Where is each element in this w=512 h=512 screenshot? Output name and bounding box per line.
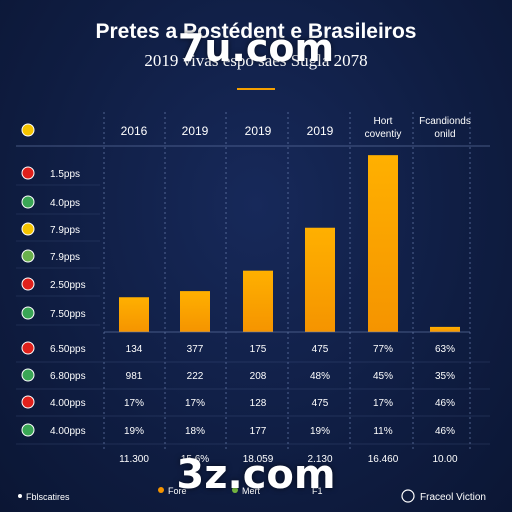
table-cell-0-3: 475 [312,344,329,355]
legend-bullet-icon [18,494,22,498]
column-header-5: Fcandionds [419,116,471,127]
column-header-5-line2: onild [434,129,455,140]
globe-icon [21,195,35,209]
chart-subtitle: 2019 vivas espo saes Sugla 2078 [144,51,368,70]
table-cell-1-2: 208 [250,371,267,382]
total-cell-4: 16.460 [368,454,399,465]
table-cell-2-5: 46% [435,398,455,409]
coin-icon [21,222,35,236]
watermark-top: 7u.com [177,26,335,70]
table-cell-2-3: 475 [312,398,329,409]
table-cell-3-3: 19% [310,426,330,437]
total-cell-3: 2.130 [307,454,332,465]
bar-2 [243,270,273,332]
table-cell-0-0: 134 [126,344,143,355]
legend-swatch-2 [232,487,238,493]
table-cell-1-4: 45% [373,371,393,382]
table-row-label-2: 4.00pps [50,398,86,409]
brand-name: Fraceol Viction [420,492,486,503]
legend-item-1: Fore [168,486,187,496]
table-cell-3-0: 19% [124,426,144,437]
legend-item-3: F1 [312,486,323,496]
table-cell-0-1: 377 [187,344,204,355]
table-cell-2-2: 128 [250,398,267,409]
brand-logo-icon [401,489,415,503]
bar-0 [119,297,149,332]
table-row-label-0: 6.50pps [50,344,86,355]
bar-5 [430,326,460,332]
table-cell-1-3: 48% [310,371,330,382]
table-cell-1-5: 35% [435,371,455,382]
row-label-1: 4.0pps [50,198,80,209]
column-header-0: 2016 [121,124,148,138]
legend-swatch-1 [158,487,164,493]
title-accent-line [237,88,275,90]
flag-icon [21,277,35,291]
bar-1 [180,291,210,332]
table-row-label-1: 6.80pps [50,371,86,382]
table-cell-3-4: 11% [373,426,392,437]
table-cell-3-2: 177 [250,426,267,437]
flag-icon [21,395,35,409]
globe-icon [21,306,35,320]
bar-3 [305,227,335,332]
column-header-4-line2: coventiy [365,129,402,140]
legend-item-2: Mert [242,486,260,496]
total-cell-1: 15.6% [181,454,209,465]
table-cell-2-4: 17% [373,398,393,409]
watermark-bottom: 3z.com [176,452,336,498]
globe-icon [21,423,35,437]
table-cell-2-1: 17% [185,398,205,409]
column-header-1: 2019 [182,124,209,138]
column-header-3: 2019 [307,124,334,138]
table-cell-0-5: 63% [435,344,455,355]
globe-icon [21,368,35,382]
table-cell-1-0: 981 [126,371,143,382]
header-coin-icon [21,123,35,137]
flag-icon [21,341,35,355]
column-header-4: Hort [374,116,393,127]
column-header-2: 2019 [245,124,272,138]
leaf-icon [21,249,35,263]
row-label-5: 7.50pps [50,309,86,320]
total-cell-0: 11.300 [119,454,149,465]
table-cell-3-1: 18% [185,426,205,437]
table-cell-0-2: 175 [250,344,267,355]
row-label-2: 7.9pps [50,225,80,236]
chart-title: Pretes a Postédent e Brasileiros [95,20,417,43]
row-label-0: 1.5pps [50,169,80,180]
table-cell-3-5: 46% [435,426,455,437]
row-label-3: 7.9pps [50,252,80,263]
table-cell-2-0: 17% [124,398,144,409]
legend-item-0: Fblscatires [26,492,70,502]
flag-icon [21,166,35,180]
total-cell-2: 18.059 [243,454,274,465]
bar-4 [368,155,398,332]
table-cell-1-1: 222 [187,371,204,382]
total-cell-5: 10.00 [432,454,457,465]
table-cell-0-4: 77% [373,344,393,355]
row-label-4: 2.50pps [50,280,86,291]
table-row-label-3: 4.00pps [50,426,86,437]
